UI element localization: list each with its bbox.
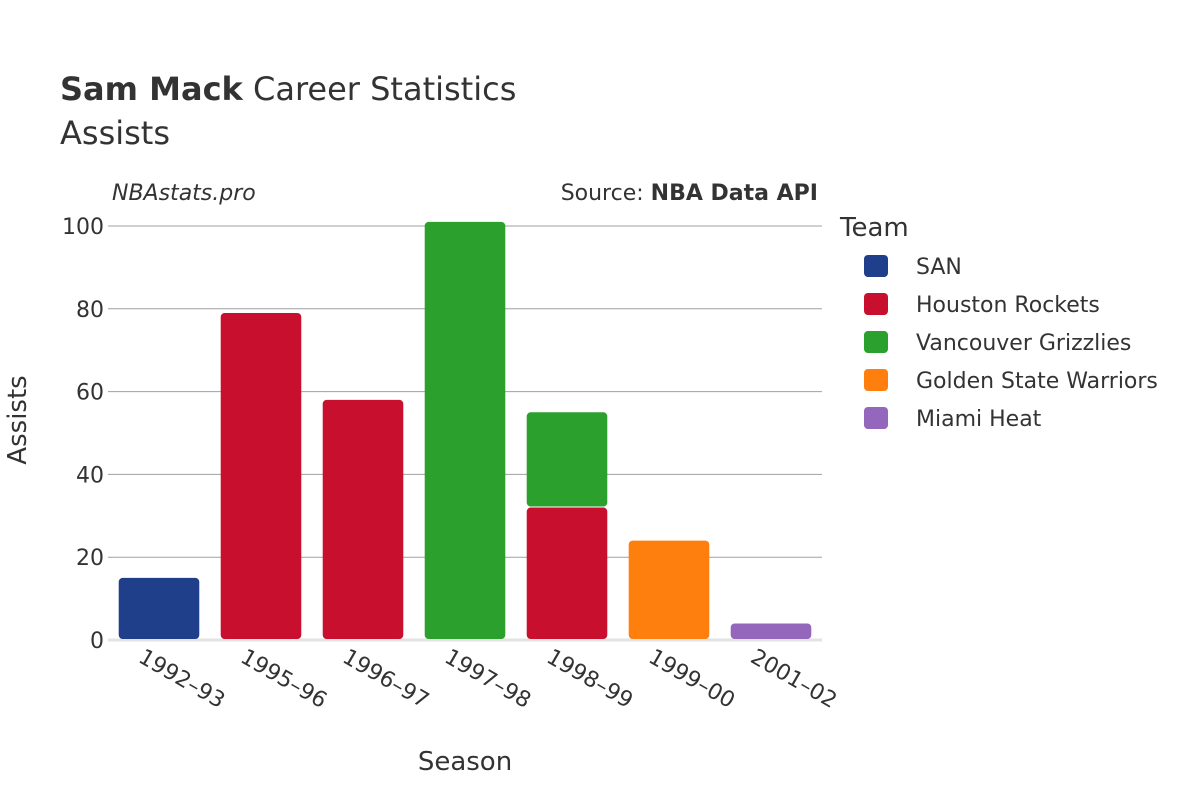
legend-swatch bbox=[864, 407, 888, 429]
y-axis-title: Assists bbox=[3, 375, 33, 464]
y-tick-label: 80 bbox=[76, 298, 104, 323]
player-name: Sam Mack bbox=[60, 70, 244, 108]
y-tick-label: 60 bbox=[76, 381, 104, 406]
legend-swatch bbox=[864, 331, 888, 353]
x-tick-label: 1999–00 bbox=[644, 645, 739, 714]
legend-swatch bbox=[864, 369, 888, 391]
title-suffix: Career Statistics bbox=[243, 70, 517, 108]
x-tick-label: 1992–93 bbox=[134, 645, 229, 714]
y-tick-label: 20 bbox=[76, 546, 104, 571]
x-tick-label: 2001–02 bbox=[746, 645, 841, 714]
legend-item-label: Miami Heat bbox=[916, 407, 1042, 432]
bar-segment bbox=[118, 577, 200, 639]
y-tick-label: 40 bbox=[76, 463, 104, 488]
y-tick-label: 100 bbox=[62, 215, 104, 240]
bar-segment bbox=[322, 399, 404, 639]
source-credit: Source: NBA Data API bbox=[561, 181, 818, 206]
bar-segment bbox=[526, 412, 608, 507]
y-tick-label: 0 bbox=[90, 629, 104, 654]
x-tick-label: 1996–97 bbox=[338, 645, 433, 714]
legend-item-label: SAN bbox=[916, 255, 962, 280]
legend-item-label: Houston Rockets bbox=[916, 293, 1100, 318]
x-tick-label: 1997–98 bbox=[440, 645, 535, 714]
bars bbox=[118, 221, 812, 640]
x-tick-label: 1998–99 bbox=[542, 645, 637, 714]
x-axis-ticks: 1992–93 1995–96 1996–97 1997–98 1998–99 1999–… bbox=[134, 645, 841, 714]
legend-item-label: Golden State Warriors bbox=[916, 369, 1158, 394]
bar-segment bbox=[424, 221, 506, 640]
bar-segment bbox=[730, 623, 812, 639]
source-name: NBA Data API bbox=[651, 181, 818, 206]
x-axis-title: Season bbox=[418, 747, 512, 777]
chart-title: Sam Mack Career Statistics bbox=[60, 70, 516, 108]
x-tick-label: 1995–96 bbox=[236, 645, 331, 714]
y-axis-ticks: 0 20 40 60 80 100 bbox=[62, 215, 104, 654]
bar-segment bbox=[526, 507, 608, 639]
site-brand: NBAstats.pro bbox=[112, 181, 256, 206]
legend-item-label: Vancouver Grizzlies bbox=[916, 331, 1131, 356]
source-prefix: Source: bbox=[561, 181, 651, 206]
bar-segment bbox=[220, 312, 302, 639]
chart-subtitle: Assists bbox=[60, 114, 170, 152]
legend-title: Team bbox=[839, 213, 909, 243]
legend-swatch bbox=[864, 255, 888, 277]
legend-swatch bbox=[864, 293, 888, 315]
legend: Team SAN Houston Rockets Vancouver Grizzli… bbox=[839, 213, 1158, 432]
bar-segment bbox=[628, 540, 710, 639]
